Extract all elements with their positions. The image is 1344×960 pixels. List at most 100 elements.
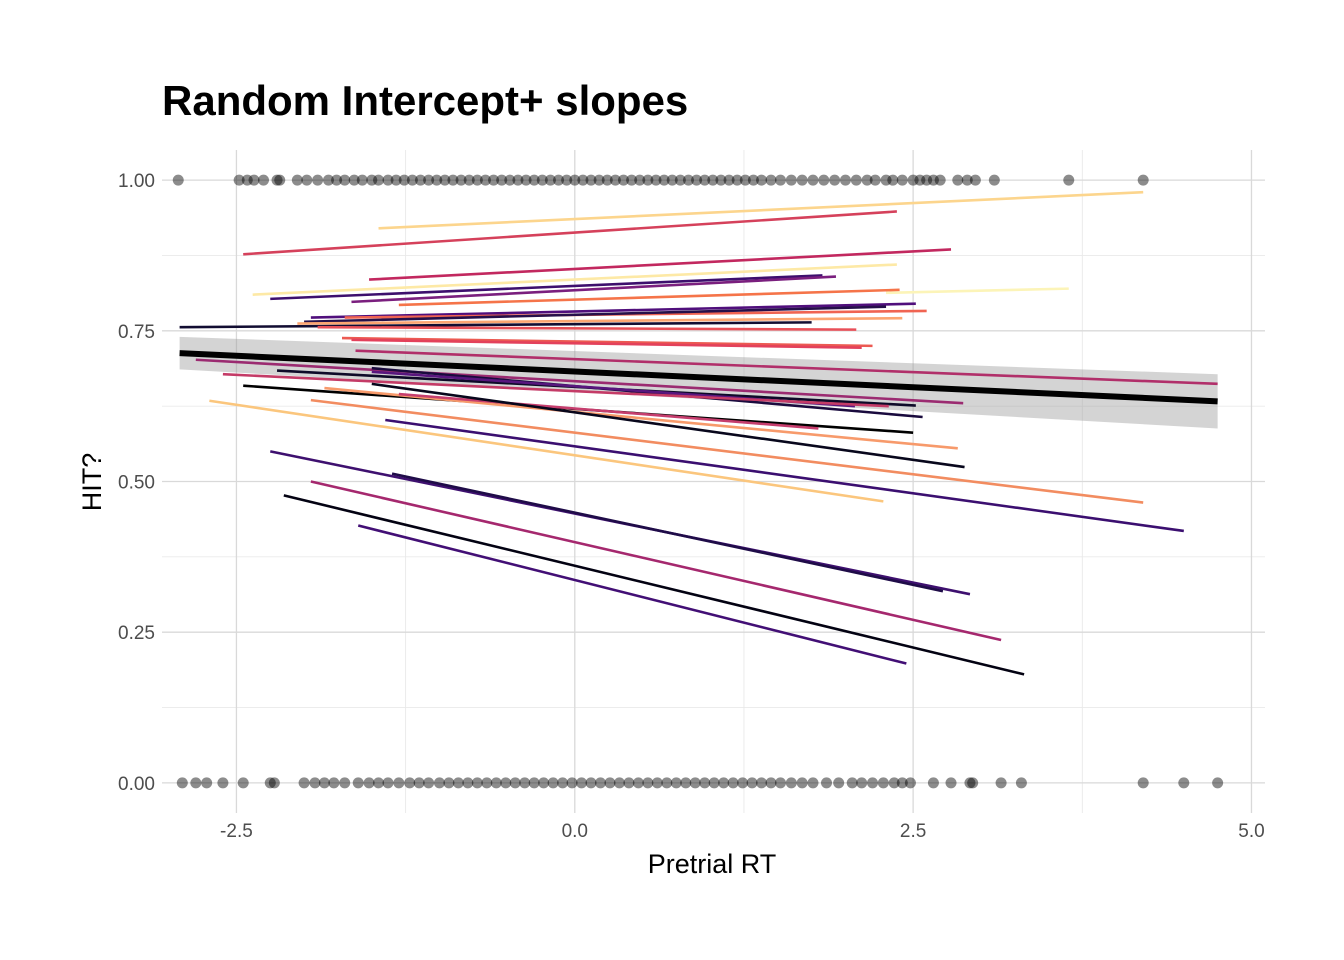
miss-point [339, 777, 351, 789]
miss-point [509, 777, 521, 789]
hit-point [1137, 174, 1149, 186]
random-slope-line [357, 524, 907, 665]
hit-point [331, 174, 343, 186]
hit-point [869, 174, 881, 186]
hit-point [366, 174, 378, 186]
miss-point [309, 777, 321, 789]
hit-point [382, 174, 394, 186]
y-tick-label: 0.75 [118, 322, 155, 343]
hit-point [463, 174, 475, 186]
miss-point [490, 777, 502, 789]
miss-point [927, 777, 939, 789]
hit-point [642, 174, 654, 186]
random-slope-line [310, 302, 916, 319]
random-slope-line [310, 398, 1144, 504]
miss-point [443, 777, 455, 789]
hit-point [241, 174, 253, 186]
miss-point [661, 777, 673, 789]
random-slope-line [398, 392, 819, 430]
miss-point [423, 777, 435, 789]
hit-point [715, 174, 727, 186]
hit-point [398, 174, 410, 186]
hit-point [969, 174, 981, 186]
hit-point [322, 174, 334, 186]
miss-point [557, 777, 569, 789]
hit-point [818, 174, 830, 186]
hit-point [520, 174, 532, 186]
confidence-ribbon-layer [179, 336, 1218, 429]
random-slope-line [391, 472, 944, 593]
miss-point [888, 777, 900, 789]
miss-point [807, 777, 819, 789]
hit-point [439, 174, 451, 186]
miss-point [298, 777, 310, 789]
hit-point [271, 174, 283, 186]
miss-point [796, 777, 808, 789]
miss-point [708, 777, 720, 789]
hit-point [471, 174, 483, 186]
miss-point [727, 777, 739, 789]
random-slope-line [195, 358, 964, 405]
miss-point [632, 777, 644, 789]
random-slope-line [252, 263, 897, 296]
miss-point [699, 777, 711, 789]
y-tick-label: 1.00 [118, 171, 155, 192]
miss-point [190, 777, 202, 789]
hit-point [829, 174, 841, 186]
hit-point [248, 174, 260, 186]
miss-point [689, 777, 701, 789]
hit-point [850, 174, 862, 186]
hit-point [601, 174, 613, 186]
miss-point [756, 777, 768, 789]
miss-point [328, 777, 340, 789]
miss-point [821, 777, 833, 789]
hit-point [634, 174, 646, 186]
miss-point [462, 777, 474, 789]
hit-point [807, 174, 819, 186]
x-tick-label: -2.5 [220, 821, 253, 842]
hit-point [536, 174, 548, 186]
hit-point [731, 174, 743, 186]
random-slope-line [317, 325, 857, 331]
hit-point [756, 174, 768, 186]
miss-point [785, 777, 797, 789]
miss-point [877, 777, 889, 789]
hit-point [666, 174, 678, 186]
x-tick-label: 2.5 [900, 821, 926, 842]
miss-point [471, 777, 483, 789]
miss-point [318, 777, 330, 789]
hit-point [406, 174, 418, 186]
hit-point [907, 174, 919, 186]
x-tick-label: 5.0 [1238, 821, 1264, 842]
hit-point [723, 174, 735, 186]
hit-point [839, 174, 851, 186]
miss-point [528, 777, 540, 789]
miss-point [718, 777, 730, 789]
miss-point [680, 777, 692, 789]
y-axis-title: HIT? [77, 453, 107, 512]
miss-point [237, 777, 249, 789]
hit-point [447, 174, 459, 186]
miss-point [867, 777, 879, 789]
random-slope-line [243, 210, 897, 256]
hit-point [650, 174, 662, 186]
hit-point [961, 174, 973, 186]
hit-point [528, 174, 540, 186]
hit-point [927, 174, 939, 186]
random-slope-line [310, 480, 1002, 642]
miss-point [896, 777, 908, 789]
random-slope-lines [179, 190, 1218, 676]
random-slope-line [209, 399, 884, 503]
hit-point [348, 174, 360, 186]
random-slope-line [283, 494, 1025, 676]
hit-point [618, 174, 630, 186]
miss-point [846, 777, 858, 789]
hit-point [785, 174, 797, 186]
hit-point [423, 174, 435, 186]
confidence-ribbon [179, 336, 1218, 429]
hit-point [1063, 174, 1075, 186]
hit-point [774, 174, 786, 186]
random-slope-line [371, 382, 965, 469]
hit-point [431, 174, 443, 186]
hit-point [658, 174, 670, 186]
